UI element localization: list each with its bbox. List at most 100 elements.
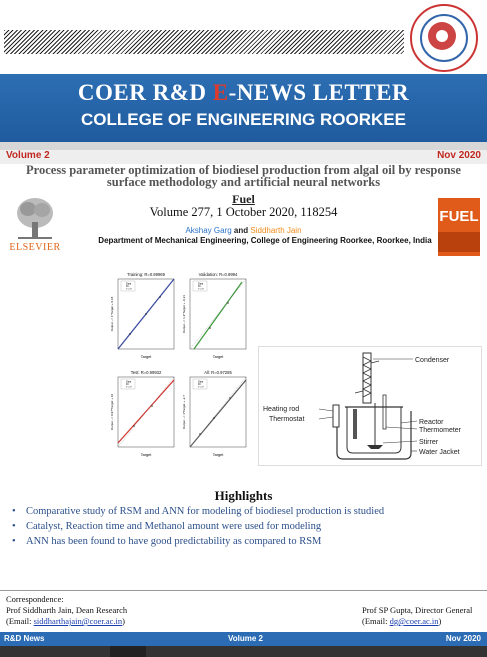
hatched-header-band [4, 30, 404, 54]
data-point [159, 296, 162, 299]
data-point [145, 313, 148, 316]
newsletter-title: COER R&D E-NEWS LETTER [0, 80, 487, 106]
stirrer-leader [382, 440, 418, 444]
paper-citation: Volume 277, 1 October 2020, 118254 [149, 205, 338, 219]
issue-row: Volume 2 Nov 2020 [0, 150, 487, 164]
highlight-item: • Catalyst, Reaction time and Methanol am… [12, 521, 322, 532]
legend-data-label: Data [198, 283, 204, 286]
plot-title: All: R=0.97285 [204, 370, 232, 375]
label-stirrer: Stirrer [419, 439, 439, 446]
legend-fit-label: Fit [198, 383, 201, 386]
fit-line [189, 379, 247, 448]
highlight-text: Comparative study of RSM and ANN for mod… [26, 506, 385, 517]
email-suffix: ) [122, 616, 126, 626]
viewer-bottom-edge [0, 646, 487, 657]
label-thermostat: Thermostat [269, 416, 304, 423]
plot-ylabel: Output ~= 1*Target + -2.7 [182, 395, 186, 429]
title-suffix: -NEWS LETTER [228, 80, 410, 105]
plot-test: Test: R=0.99932 Data Fit Y = T Target Ou… [108, 368, 176, 462]
identity-line [189, 376, 247, 448]
plot-xlabel: Target [141, 355, 152, 359]
plot-training: Training: R=0.99969 Data Fit Y = T Targe… [108, 270, 176, 364]
viewer-scroll-thumb [110, 646, 146, 657]
director-contact-block: Prof SP Gupta, Director General (Email: … [362, 605, 472, 627]
author-conjunction: and [233, 226, 249, 235]
cover-band [438, 232, 480, 252]
plot-ylabel: Output ~= 1.2*Target + -0.21 [182, 295, 186, 333]
highlight-item: • Comparative study of RSM and ANN for mo… [12, 506, 385, 517]
legend-data-label: Data [126, 283, 132, 286]
legend-data-label: Data [198, 381, 204, 384]
paper-authors: Akshay Garg and Siddharth Jain [0, 226, 487, 235]
data-point [229, 397, 232, 400]
plot-title: Test: R=0.99932 [131, 370, 162, 375]
plot-xlabel: Target [213, 355, 224, 359]
bullet-icon: • [12, 536, 16, 547]
director-email-link[interactable]: dg@coer.ac.in [389, 616, 439, 626]
fuel-journal-cover: FUEL [438, 198, 480, 256]
stirrer-blade [367, 445, 383, 449]
identity-line [117, 376, 175, 448]
legend-fit-label: Fit [198, 285, 201, 288]
page-footer-bar: R&D News Volume 2 Nov 2020 [0, 632, 487, 646]
correspondence-name: Prof Siddharth Jain, Dean Research [6, 605, 128, 615]
heating-rod [353, 409, 357, 439]
plot-legend [192, 280, 208, 292]
condenser-coil [362, 356, 372, 398]
plot-all: All: R=0.97285 Data Fit Y = T Target Out… [180, 368, 248, 462]
author-1: Akshay Garg [185, 226, 232, 235]
regression-plots-figure: Training: R=0.99969 Data Fit Y = T Targe… [108, 270, 250, 464]
issue-date: Nov 2020 [437, 150, 481, 161]
condenser-outlet [354, 390, 364, 394]
legend-identity-label: Y = T [126, 386, 132, 389]
college-seal-logo [410, 4, 478, 72]
water-jacket [336, 411, 412, 460]
correspondence-email-link[interactable]: siddharthajain@coer.ac.in [33, 616, 123, 626]
plot-validation: Validation: R=0.9994 Data Fit Y = T Targ… [180, 270, 248, 364]
plot-legend [120, 378, 136, 390]
newsletter-banner: COER R&D E-NEWS LETTER COLLEGE OF ENGINE… [0, 74, 487, 142]
correspondence-heading: Correspondence: [6, 594, 64, 604]
fuel-cover-title: FUEL [439, 208, 479, 225]
issue-volume: Volume 2 [6, 150, 50, 161]
author-affiliation: Department of Mechanical Engineering, Co… [98, 236, 432, 245]
legend-data-label: Data [126, 381, 132, 384]
plot-legend [120, 280, 136, 292]
data-point [227, 302, 230, 305]
highlight-text: Catalyst, Reaction time and Methanol amo… [26, 521, 322, 532]
legend-fit-label: Fit [126, 383, 129, 386]
title-prefix: COER R&D [77, 80, 213, 105]
plot-ylabel: Output ~= 0.97*Target + 10 [110, 394, 114, 431]
condenser-column [362, 352, 372, 404]
thermostat-leader [318, 416, 334, 420]
highlights-heading: Highlights [214, 488, 273, 503]
identity-line [117, 278, 175, 350]
plot-xlabel: Target [213, 453, 224, 457]
gear-icon [428, 22, 456, 50]
email-suffix: ) [438, 616, 442, 626]
title-highlight: E [212, 80, 229, 105]
director-email-line: (Email: dg@coer.ac.in) [362, 616, 472, 627]
legend-identity-label: Y = T [126, 288, 132, 291]
elsevier-logo: ELSEVIER [4, 196, 66, 258]
divider-strip [0, 142, 487, 150]
identity-line [189, 278, 247, 350]
tree-icon [17, 198, 53, 239]
condenser-inlet [370, 360, 380, 364]
footer-divider [0, 590, 487, 591]
plot-title: Training: R=0.99969 [127, 272, 166, 277]
label-condenser: Condenser [415, 357, 450, 364]
fit-line [193, 281, 243, 350]
highlight-text: ANN has been found to have good predicta… [26, 536, 322, 547]
legend-identity-label: Y = T [198, 386, 204, 389]
legend-fit-label: Fit [126, 285, 129, 288]
label-thermometer: Thermometer [419, 427, 462, 434]
heating-rod-leader [318, 408, 334, 412]
reactor-setup-diagram: Condenser Reactor Thermometer Stirrer Wa… [258, 346, 482, 466]
footer-right: Nov 2020 [445, 634, 481, 643]
reactor-vessel [346, 407, 402, 454]
elsevier-wordmark: ELSEVIER [9, 242, 61, 253]
email-prefix: (Email: [6, 616, 34, 626]
author-2: Siddharth Jain [250, 226, 302, 235]
data-point [151, 405, 154, 408]
